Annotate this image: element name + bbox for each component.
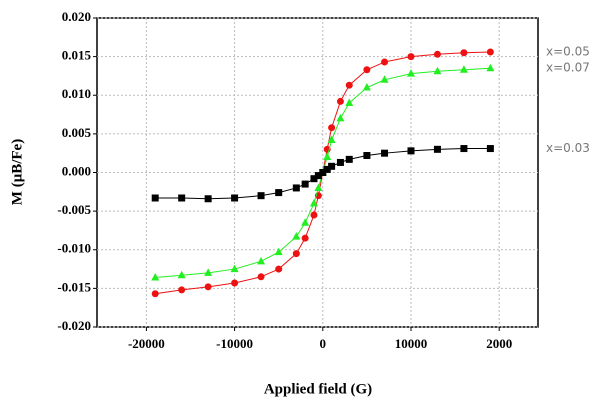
y-tick-label: -0.015 xyxy=(57,279,91,294)
data-point xyxy=(433,50,441,58)
legend-label: x=0.03 xyxy=(546,141,590,155)
data-point xyxy=(406,69,415,77)
data-point xyxy=(310,175,318,183)
y-tick-label: 0.005 xyxy=(62,125,92,140)
data-point xyxy=(459,65,468,73)
data-point xyxy=(151,290,159,298)
x-tick-label: -20000 xyxy=(128,336,165,351)
data-point xyxy=(323,152,332,161)
x-tick-label: 0 xyxy=(320,336,327,351)
data-point xyxy=(327,135,336,144)
data-point xyxy=(336,158,344,166)
data-point xyxy=(274,247,283,256)
legend-label: x=0.05 xyxy=(546,44,590,58)
data-point xyxy=(407,147,415,155)
data-point xyxy=(204,283,212,291)
data-point xyxy=(177,270,186,279)
x-tick-label: 10000 xyxy=(395,336,428,351)
data-point xyxy=(381,149,389,157)
data-point xyxy=(230,264,239,273)
y-tick-label: -0.020 xyxy=(57,318,91,333)
data-point xyxy=(460,145,468,153)
data-point xyxy=(345,98,354,106)
data-point xyxy=(381,58,389,66)
data-point xyxy=(178,286,186,294)
x-axis-title: Applied field (G) xyxy=(264,381,372,397)
y-tick-label: 0.010 xyxy=(62,86,91,101)
data-point xyxy=(345,81,353,89)
y-tick-label: -0.005 xyxy=(57,202,91,217)
data-point xyxy=(309,198,318,207)
data-point xyxy=(151,273,160,281)
data-point xyxy=(486,48,494,56)
data-point xyxy=(407,53,415,61)
data-point xyxy=(363,66,371,74)
data-point xyxy=(275,265,283,273)
data-point xyxy=(275,189,283,197)
data-point xyxy=(151,194,159,202)
data-point xyxy=(433,145,441,153)
data-point xyxy=(257,192,265,200)
y-tick-label: -0.010 xyxy=(57,241,91,256)
data-point xyxy=(433,66,442,75)
data-point xyxy=(486,63,495,72)
y-tick-label: 0.020 xyxy=(62,9,91,24)
x-tick-label: -10000 xyxy=(216,336,253,351)
data-point xyxy=(323,165,331,173)
y-tick-label: 0.000 xyxy=(62,163,91,178)
data-point xyxy=(345,155,353,163)
data-point xyxy=(319,169,327,176)
y-tick-label: 0.015 xyxy=(62,48,92,63)
data-point xyxy=(257,256,266,265)
data-point xyxy=(178,194,186,202)
data-point xyxy=(231,194,239,202)
data-point xyxy=(301,218,310,226)
data-point xyxy=(204,195,212,203)
data-point xyxy=(292,184,300,192)
data-point xyxy=(231,279,239,287)
data-point xyxy=(301,180,309,188)
data-point xyxy=(314,183,323,191)
data-point xyxy=(204,268,213,276)
data-point xyxy=(328,124,336,132)
data-point xyxy=(314,172,322,180)
data-point xyxy=(257,273,265,281)
data-point xyxy=(336,97,344,105)
data-point xyxy=(336,113,345,122)
data-point xyxy=(328,162,336,170)
data-point xyxy=(310,211,318,219)
legend-label: x=0.07 xyxy=(546,61,590,75)
data-point xyxy=(292,250,300,258)
y-axis-title: M (μB/Fe) xyxy=(9,139,25,205)
data-point xyxy=(460,49,468,57)
x-tick-label: 2000 xyxy=(486,336,512,351)
data-point xyxy=(380,75,389,83)
data-point xyxy=(363,152,371,160)
data-point xyxy=(301,234,309,242)
data-point xyxy=(292,232,301,240)
data-point xyxy=(486,145,494,153)
data-point xyxy=(362,83,371,91)
